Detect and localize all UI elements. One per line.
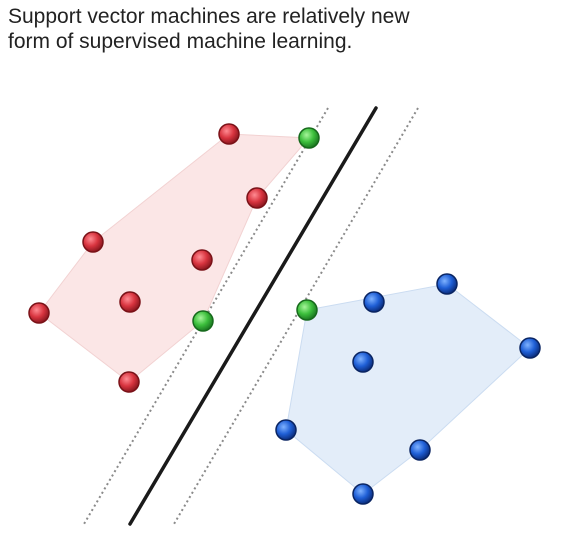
- caption: Support vector machines are relatively n…: [8, 4, 553, 54]
- class-b-point: [352, 483, 374, 505]
- class-a-point: [28, 302, 50, 324]
- caption-line-2: form of supervised machine learning.: [8, 30, 353, 53]
- class-b-point: [519, 337, 541, 359]
- margin-line-right: [173, 107, 419, 525]
- support-vector-point: [296, 299, 318, 321]
- class-b-point: [352, 351, 374, 373]
- support-vectors: [192, 127, 320, 332]
- class-a-point: [218, 123, 240, 145]
- class-b-point: [436, 273, 458, 295]
- caption-line-1: Support vector machines are relatively n…: [8, 5, 410, 28]
- class-a-point: [191, 249, 213, 271]
- class-b-region: [285, 283, 531, 495]
- class-a-region: [38, 133, 311, 383]
- class-a-point: [118, 371, 140, 393]
- class-a-point: [119, 291, 141, 313]
- decision-boundary: [128, 106, 378, 526]
- class-b-points: [275, 273, 541, 505]
- class-a-points: [28, 123, 268, 393]
- class-a-point: [246, 187, 268, 209]
- class-b-point: [275, 419, 297, 441]
- class-a-point: [82, 231, 104, 253]
- class-b-point: [363, 291, 385, 313]
- support-vector-point: [298, 127, 320, 149]
- support-vector-point: [192, 310, 214, 332]
- class-b-point: [409, 439, 431, 461]
